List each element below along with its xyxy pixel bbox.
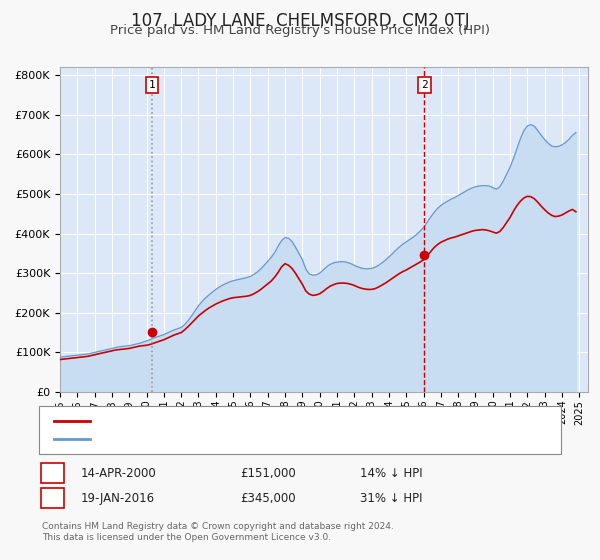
Text: £151,000: £151,000	[240, 466, 296, 480]
Text: 1: 1	[49, 466, 56, 480]
Text: HPI: Average price, detached house, Chelmsford: HPI: Average price, detached house, Chel…	[96, 434, 361, 444]
Text: 31% ↓ HPI: 31% ↓ HPI	[360, 492, 422, 505]
Text: 1: 1	[148, 80, 155, 90]
Text: £345,000: £345,000	[240, 492, 296, 505]
Text: 14-APR-2000: 14-APR-2000	[81, 466, 157, 480]
Text: 2: 2	[49, 492, 56, 505]
Text: 14% ↓ HPI: 14% ↓ HPI	[360, 466, 422, 480]
Text: 19-JAN-2016: 19-JAN-2016	[81, 492, 155, 505]
Text: Price paid vs. HM Land Registry's House Price Index (HPI): Price paid vs. HM Land Registry's House …	[110, 24, 490, 36]
Text: 2: 2	[421, 80, 428, 90]
Text: 107, LADY LANE, CHELMSFORD, CM2 0TJ: 107, LADY LANE, CHELMSFORD, CM2 0TJ	[131, 12, 469, 30]
Text: This data is licensed under the Open Government Licence v3.0.: This data is licensed under the Open Gov…	[42, 533, 331, 542]
Text: Contains HM Land Registry data © Crown copyright and database right 2024.: Contains HM Land Registry data © Crown c…	[42, 522, 394, 531]
Text: 107, LADY LANE, CHELMSFORD, CM2 0TJ (detached house): 107, LADY LANE, CHELMSFORD, CM2 0TJ (det…	[96, 416, 418, 426]
